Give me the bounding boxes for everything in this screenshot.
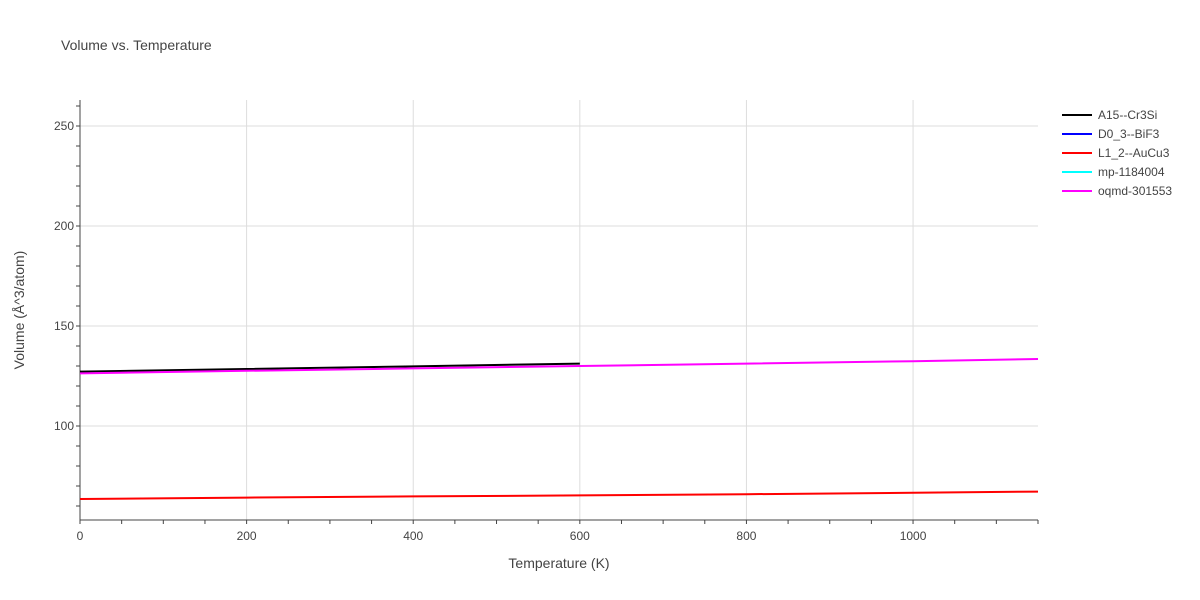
x-tick-label: 400 <box>403 529 423 543</box>
legend-label: A15--Cr3Si <box>1098 108 1157 122</box>
legend: A15--Cr3Si D0_3--BiF3 L1_2--AuCu3 mp-118400… <box>1062 108 1172 198</box>
legend-label: L1_2--AuCu3 <box>1098 146 1170 160</box>
legend-label: mp-1184004 <box>1098 165 1165 179</box>
axes <box>76 100 1039 524</box>
legend-label: D0_3--BiF3 <box>1098 127 1160 141</box>
x-tick-label: 200 <box>237 529 257 543</box>
x-tick-label: 800 <box>736 529 756 543</box>
x-axis-title: Temperature (K) <box>508 555 609 571</box>
y-tick-label: 100 <box>54 419 74 433</box>
series-line-l1-2-aucu3 <box>79 490 1039 500</box>
series-group <box>79 358 1039 500</box>
chart-title: Volume vs. Temperature <box>61 37 212 53</box>
y-tick-label: 250 <box>54 119 74 133</box>
series-line-oqmd-301553 <box>79 358 1039 375</box>
x-tick-label: 600 <box>570 529 590 543</box>
x-tick-label: 0 <box>77 529 84 543</box>
y-axis-title: Volume (Å^3/atom) <box>11 251 27 370</box>
legend-label: oqmd-301553 <box>1098 184 1172 198</box>
y-tick-label: 150 <box>54 319 74 333</box>
grid <box>80 100 1038 520</box>
y-tick-label: 200 <box>54 219 74 233</box>
tick-labels: 0 200 400 600 800 1000 100 150 200 250 <box>54 119 927 543</box>
x-tick-label: 1000 <box>900 529 927 543</box>
series-line-a15-cr3si <box>79 362 580 373</box>
